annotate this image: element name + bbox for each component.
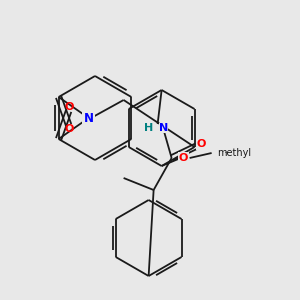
Text: H: H: [144, 123, 154, 133]
Text: N: N: [159, 123, 168, 133]
Text: O: O: [65, 124, 74, 134]
Text: O: O: [179, 153, 188, 163]
Text: methyl: methyl: [217, 148, 251, 158]
Text: O: O: [197, 139, 206, 149]
Text: methyl: methyl: [225, 152, 230, 153]
Text: N: N: [84, 112, 94, 124]
Text: O: O: [65, 102, 74, 112]
